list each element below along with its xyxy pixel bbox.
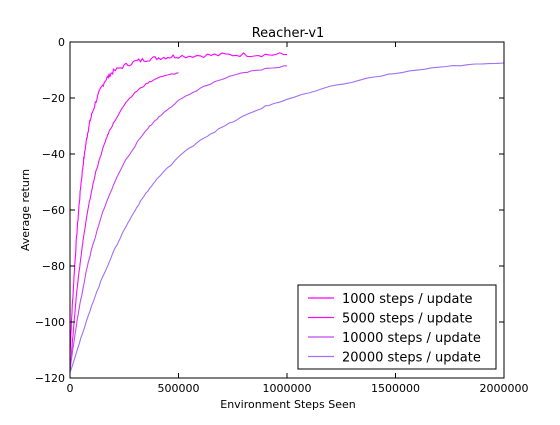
x-axis: 0 500000 1000000 1500000 2000000 — [67, 42, 529, 395]
y-tick-label: 0 — [58, 36, 65, 49]
chart-title: Reacher-v1 — [252, 26, 325, 41]
series-line-3 — [69, 65, 288, 370]
x-tick-label: 1500000 — [371, 382, 420, 395]
series-line-2 — [69, 72, 179, 373]
series-layer — [69, 52, 505, 373]
x-tick-label: 0 — [67, 382, 74, 395]
x-axis-label: Environment Steps Seen — [220, 398, 356, 411]
legend-label: 1000 steps / update — [342, 292, 473, 307]
legend-box — [297, 284, 497, 370]
y-axis: −120 −100 −80 −60 −40 −20 0 — [35, 36, 504, 385]
legend-label: 10000 steps / update — [342, 331, 481, 346]
y-tick-label: −120 — [35, 372, 65, 385]
legend-label: 20000 steps / update — [342, 351, 481, 366]
y-tick-label: −100 — [35, 316, 65, 329]
x-tick-label: 2000000 — [480, 382, 529, 395]
y-axis-label: Average return — [19, 169, 32, 251]
y-tick-label: −60 — [42, 204, 65, 217]
y-tick-label: −20 — [42, 92, 65, 105]
legend: 1000 steps / update 5000 steps / update 10… — [297, 284, 497, 370]
legend-label: 5000 steps / update — [342, 312, 473, 327]
y-tick-label: −80 — [42, 260, 65, 273]
x-tick-label: 500000 — [158, 382, 200, 395]
series-line-1 — [69, 52, 288, 356]
y-tick-label: −40 — [42, 148, 65, 161]
series-line-4 — [69, 62, 505, 373]
x-tick-label: 1000000 — [263, 382, 312, 395]
